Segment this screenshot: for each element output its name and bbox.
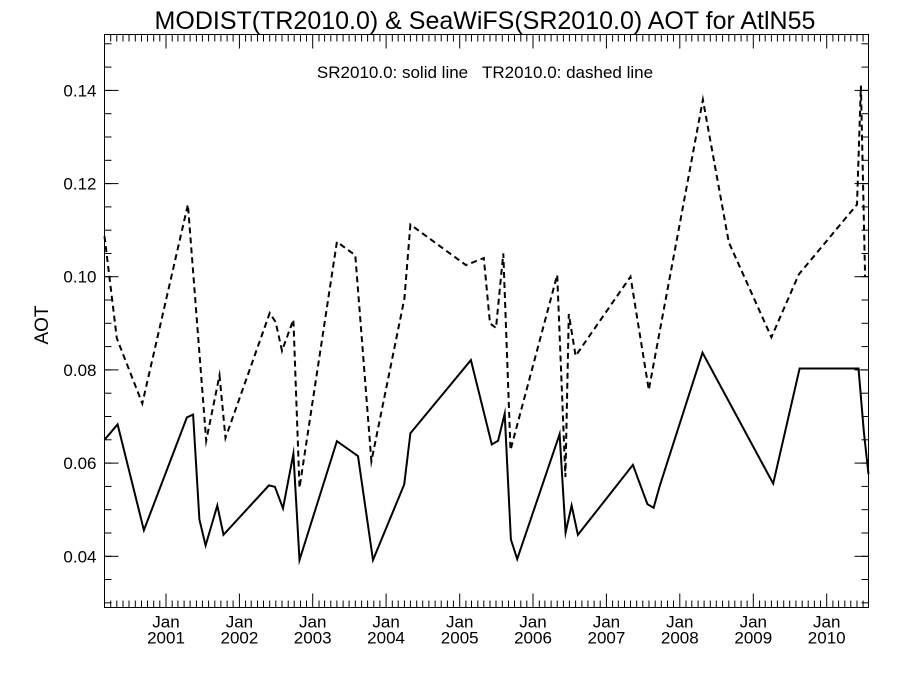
- plot-frame: [104, 34, 869, 608]
- y-tick-label: 0.14: [63, 81, 96, 100]
- y-tick-label: 0.12: [63, 175, 96, 194]
- data-point: [648, 389, 650, 391]
- y-tick-label: 0.08: [63, 361, 96, 380]
- x-tick-month-label: Jan: [299, 613, 326, 632]
- data-point: [299, 487, 301, 489]
- axis-ticks: [104, 34, 869, 608]
- x-tick-month-label: Jan: [152, 613, 179, 632]
- x-tick-year-label: 2010: [808, 629, 846, 648]
- data-point: [187, 204, 189, 206]
- series-line-solid: [103, 350, 870, 566]
- series-line-dashed: [103, 85, 867, 488]
- x-tick-year-label: 2009: [734, 629, 772, 648]
- data-point: [489, 322, 491, 324]
- x-tick-month-label: Jan: [740, 613, 767, 632]
- tick-labels: 0.040.060.080.100.120.14Jan2001Jan2002Ja…: [63, 81, 845, 647]
- x-tick-month-label: Jan: [593, 613, 620, 632]
- x-tick-year-label: 2003: [294, 629, 332, 648]
- line-style-annotation: SR2010.0: solid line TR2010.0: dashed li…: [317, 63, 653, 82]
- chart-title: MODIST(TR2010.0) & SeaWiFS(SR2010.0) AOT…: [155, 7, 816, 35]
- x-tick-year-label: 2004: [367, 629, 405, 648]
- x-tick-year-label: 2002: [220, 629, 258, 648]
- x-tick-month-label: Jan: [519, 613, 546, 632]
- y-axis-label: AOT: [32, 305, 53, 344]
- data-point: [354, 254, 356, 256]
- x-tick-month-label: Jan: [226, 613, 253, 632]
- x-tick-year-label: 2006: [514, 629, 552, 648]
- x-tick-year-label: 2001: [147, 629, 185, 648]
- data-point: [292, 319, 294, 321]
- y-tick-label: 0.04: [63, 547, 96, 566]
- y-tick-label: 0.10: [63, 268, 96, 287]
- series-lines: [103, 85, 870, 566]
- x-tick-month-label: Jan: [666, 613, 693, 632]
- x-tick-year-label: 2007: [587, 629, 625, 648]
- x-tick-month-label: Jan: [446, 613, 473, 632]
- x-tick-year-label: 2005: [441, 629, 479, 648]
- x-tick-month-label: Jan: [813, 613, 840, 632]
- data-point: [510, 449, 512, 451]
- x-tick-month-label: Jan: [372, 613, 399, 632]
- y-tick-label: 0.06: [63, 454, 96, 473]
- data-point: [728, 241, 730, 243]
- data-point: [575, 355, 577, 357]
- x-tick-year-label: 2008: [661, 629, 699, 648]
